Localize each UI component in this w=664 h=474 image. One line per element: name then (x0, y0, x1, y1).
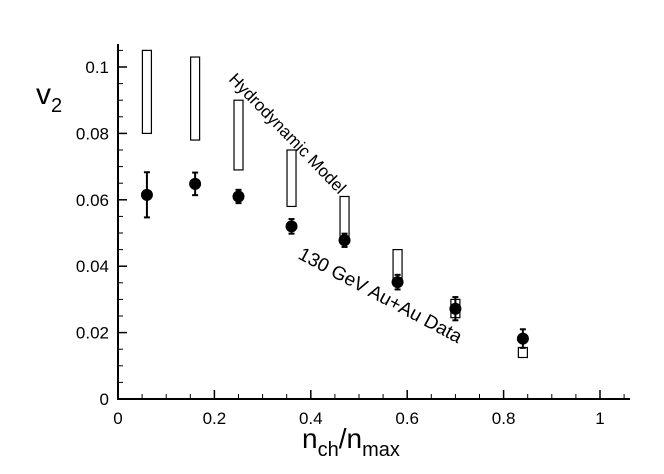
data-point (516, 332, 529, 345)
data-point (140, 188, 153, 201)
y-tick-label: 0.02 (76, 324, 109, 343)
x-tick-label: 0.2 (203, 409, 227, 428)
data-point (391, 276, 404, 289)
annotation-data: 130 GeV Au+Au Data (295, 244, 466, 348)
y-axis-title-sub: 2 (51, 95, 62, 117)
x-axis-title-main: n (302, 423, 318, 454)
x-axis-title-sub1: ch (318, 439, 339, 461)
model-box (233, 99, 244, 171)
axes (117, 44, 630, 400)
x-ticks: 0 0.2 0.4 0.6 0.8 1 (113, 390, 625, 428)
y-axis-title-main: v (36, 78, 51, 111)
data-series (140, 171, 529, 349)
y-tick-label: 0.06 (76, 191, 109, 210)
y-tick-label: 0.08 (76, 124, 109, 143)
x-tick-label: 1 (595, 409, 604, 428)
data-point (232, 190, 245, 203)
x-axis-title: nch/nmax (302, 423, 400, 461)
model-box (190, 56, 201, 141)
y-tick-label: 0.04 (76, 257, 109, 276)
x-tick-label: 0 (113, 409, 122, 428)
y-tick-label: 0.1 (85, 58, 109, 77)
model-box (286, 149, 297, 208)
y-tick-label: 0 (100, 390, 109, 409)
model-box (141, 49, 153, 135)
model-series (141, 49, 528, 359)
data-point (189, 177, 202, 190)
x-axis-title-sub2: max (362, 439, 400, 461)
x-tick-label: 0.6 (395, 409, 419, 428)
model-box (517, 346, 528, 359)
x-tick-label: 0.8 (492, 409, 516, 428)
y-axis-title: v2 (36, 78, 62, 117)
data-point (338, 234, 351, 247)
x-axis-title-slash: /n (339, 423, 362, 454)
data-point (449, 302, 462, 315)
y-ticks: 0 0.02 0.04 0.06 0.08 0.1 (76, 49, 127, 409)
x-tick-label: 0.4 (299, 409, 323, 428)
data-point (285, 220, 298, 233)
